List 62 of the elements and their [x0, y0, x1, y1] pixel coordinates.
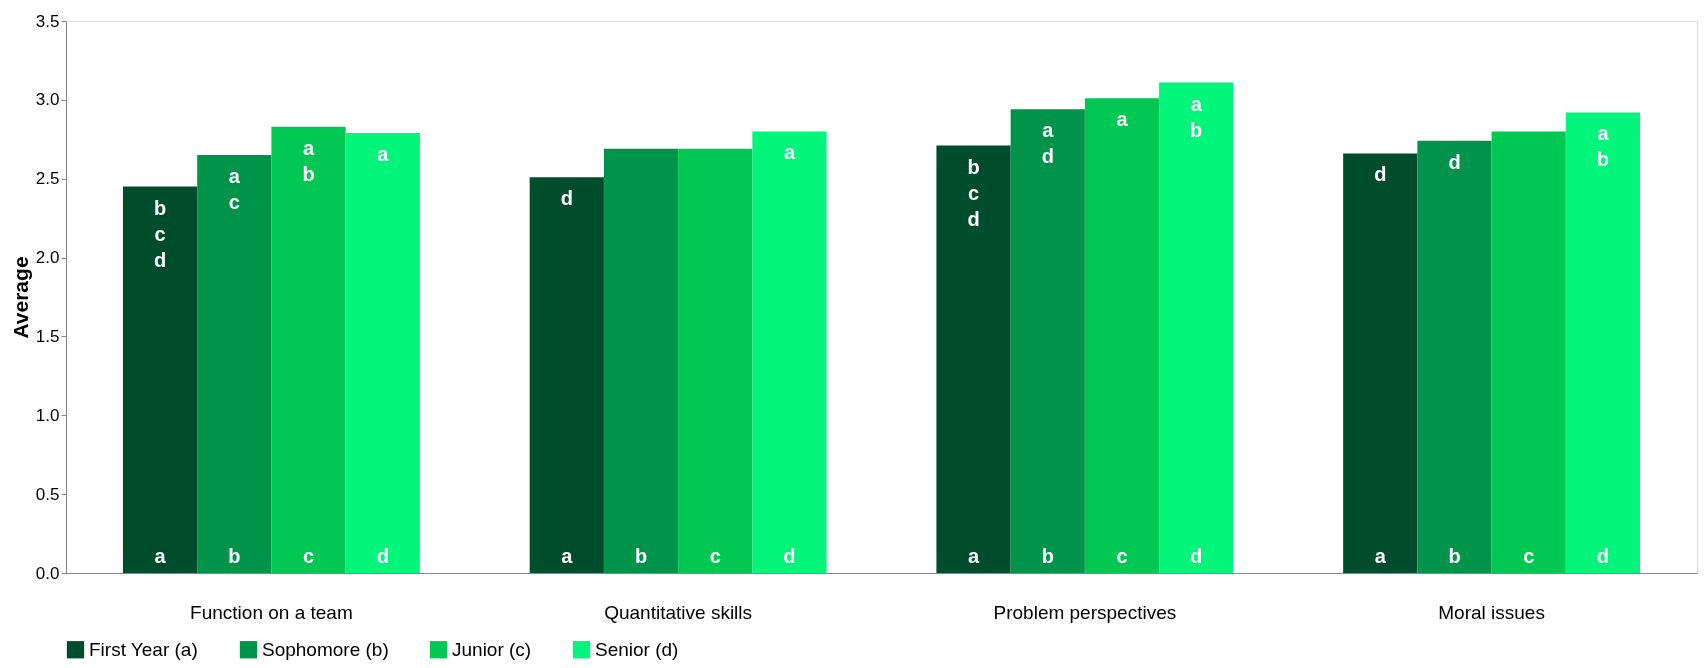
annotation: c: [302, 545, 315, 567]
annotation: a: [1374, 545, 1387, 567]
data-label: a: [377, 142, 390, 165]
bar: [936, 145, 1011, 573]
bar: [1417, 140, 1492, 573]
annotation: a: [967, 545, 980, 567]
bar: [752, 131, 827, 573]
x-tick-label: Moral issues: [1438, 601, 1545, 623]
data-label: d: [560, 187, 573, 210]
y-tick-label: 3.0: [35, 90, 60, 110]
x-tick-label: Quantitative skills: [604, 601, 753, 623]
annotation: d: [783, 545, 796, 567]
bar: [345, 132, 420, 573]
data-label: a: [1116, 108, 1129, 131]
y-tick-label: 0.5: [35, 484, 60, 504]
y-tick-label: 2.5: [35, 169, 60, 189]
annotation: a: [561, 545, 574, 567]
data-label: a b: [1596, 122, 1610, 171]
annotation: b: [1448, 545, 1461, 567]
bar: [1343, 153, 1418, 573]
x-tick-label: Function on a team: [190, 601, 353, 623]
data-label: a b: [302, 136, 315, 185]
data-label: a c: [228, 165, 241, 214]
annotation: d: [376, 545, 389, 567]
data-label: d: [1448, 150, 1461, 173]
bar: [603, 148, 679, 573]
bar: [1010, 109, 1085, 573]
y-tick-label: 2.0: [35, 248, 60, 268]
bar: [1565, 112, 1641, 573]
bar: [271, 126, 346, 573]
annotation: b: [228, 545, 241, 567]
annotation: c: [1116, 545, 1128, 567]
annotation: c: [1523, 545, 1535, 567]
y-tick-label: 1.0: [35, 405, 60, 425]
data-label: d: [1374, 163, 1387, 186]
legend-label: Junior (c): [452, 638, 532, 660]
bar: [678, 148, 753, 573]
legend-label: Senior (d): [595, 638, 679, 660]
y-tick-label: 1.5: [35, 326, 60, 346]
y-tick-label: 0.0: [35, 563, 60, 583]
bar: [122, 186, 198, 573]
bar: [1491, 131, 1566, 573]
annotation: b: [1041, 545, 1054, 567]
data-label: a b: [1190, 92, 1203, 141]
annotation: d: [1190, 545, 1203, 567]
y-tick-label: 3.5: [35, 11, 60, 31]
data-label: b c d: [967, 155, 980, 230]
annotation: b: [634, 545, 648, 567]
legend-label: First Year (a): [89, 638, 198, 660]
bar: [1084, 98, 1160, 573]
legend-label: Sophomore (b): [262, 638, 389, 660]
annotation: d: [1596, 545, 1610, 567]
annotation: a: [154, 545, 167, 567]
bar: [197, 155, 272, 573]
data-label: b c d: [153, 196, 167, 271]
bar: [1159, 82, 1234, 573]
annotation: c: [709, 545, 721, 567]
data-label: a: [783, 141, 796, 164]
bar: [529, 177, 604, 573]
y-axis-title: Average: [8, 256, 32, 339]
data-label: a d: [1041, 119, 1055, 168]
x-tick-label: Problem perspectives: [993, 601, 1177, 623]
